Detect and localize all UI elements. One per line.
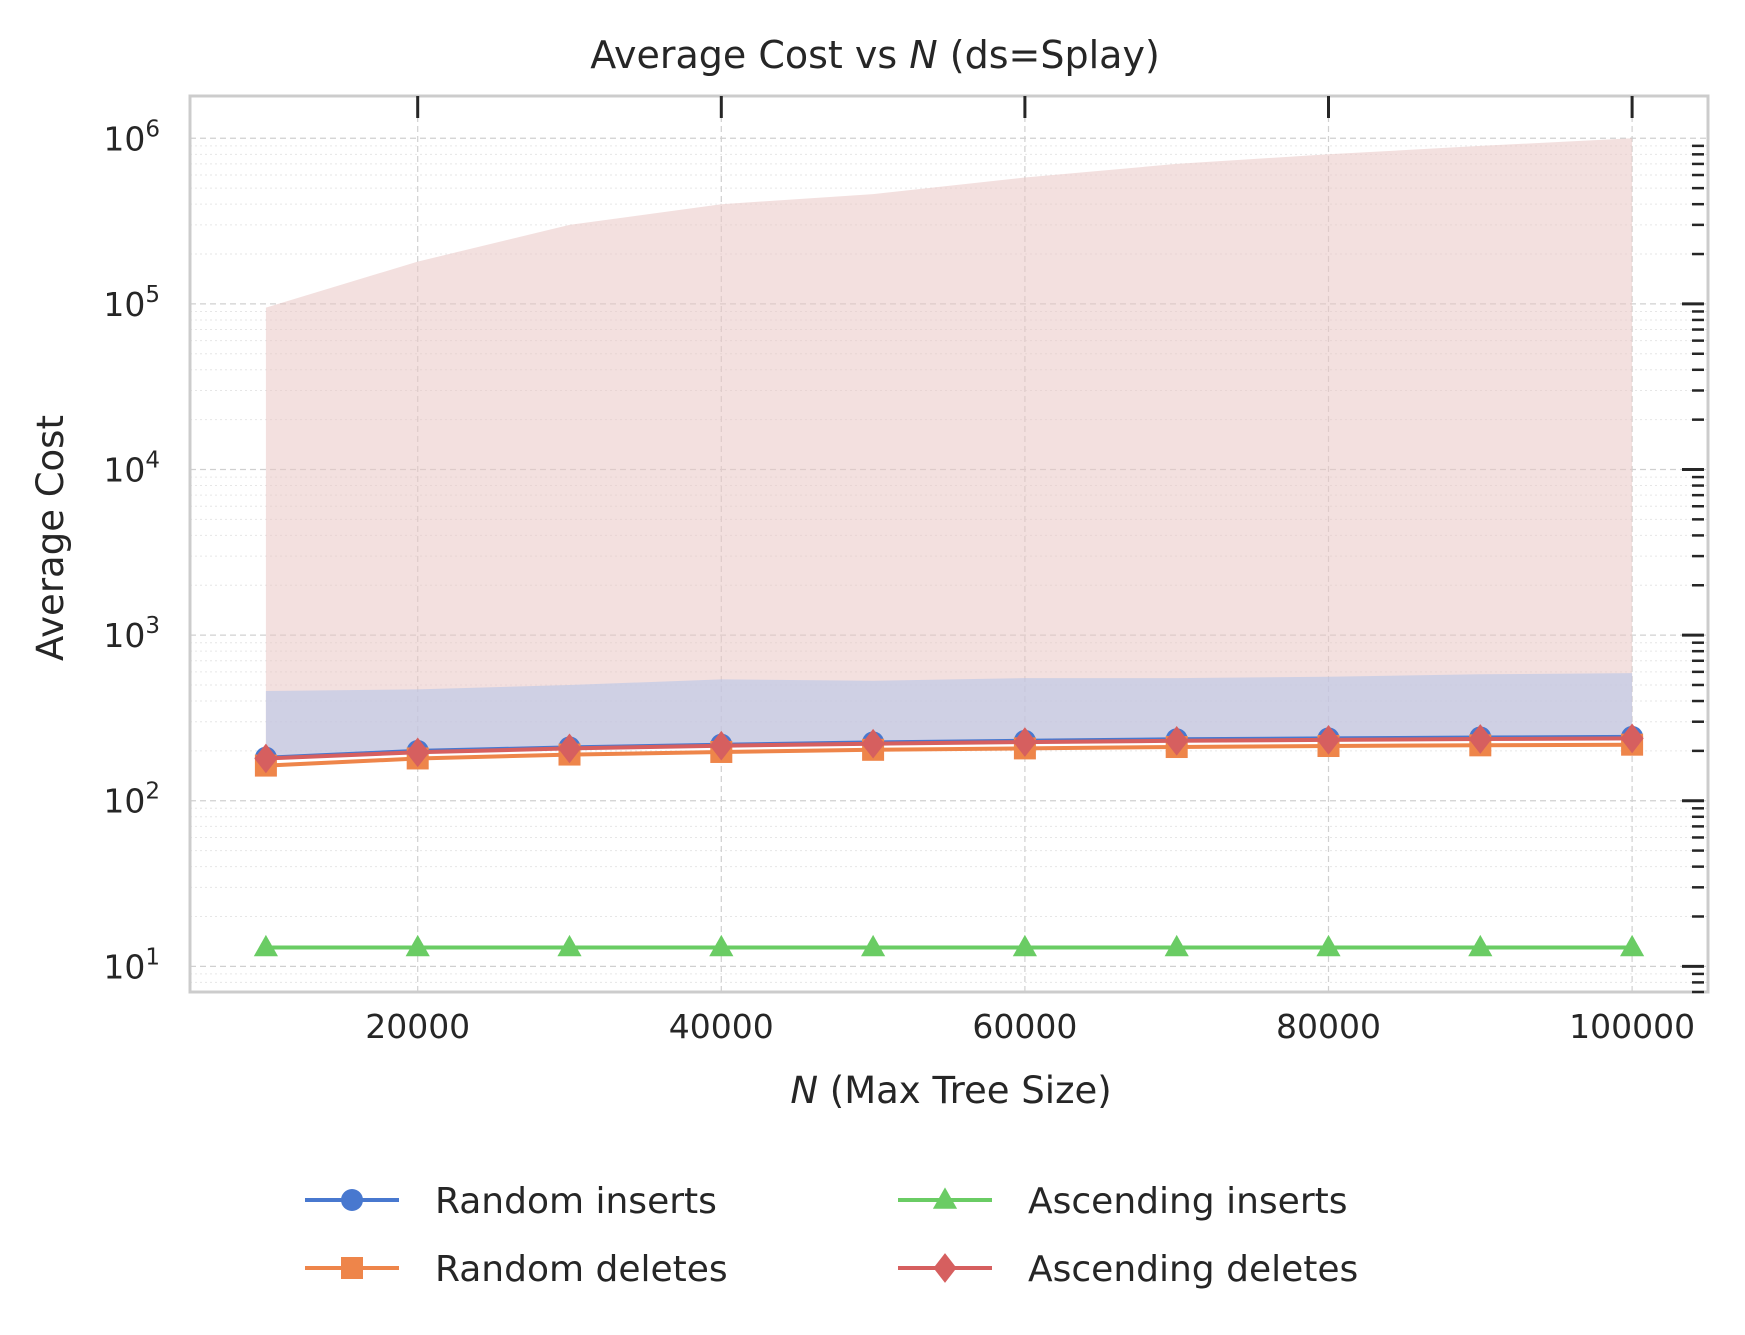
- data-point-ascending-deletes: [254, 743, 278, 774]
- data-point-ascending-inserts: [557, 934, 582, 957]
- series-line-random-deletes: [265, 742, 1633, 768]
- y-axis-label: Average Cost: [29, 415, 72, 661]
- y-tick-label: 106: [103, 116, 160, 158]
- data-point-ascending-inserts: [1164, 934, 1189, 957]
- data-point-ascending-inserts: [861, 934, 886, 957]
- x-tick-label: 40000: [669, 1007, 774, 1046]
- data-point-ascending-deletes: [1468, 724, 1492, 754]
- data-point-ascending-deletes: [1013, 727, 1037, 757]
- plot-area: 20000 40000 60000 80000 100000 101 102 103 104 10…: [103, 94, 1710, 1046]
- legend-marker-ascending-deletes: [933, 1253, 957, 1283]
- data-point-ascending-inserts: [1012, 934, 1037, 957]
- legend-marker-random-deletes: [341, 1257, 363, 1279]
- confidence-band-ascending-deletes: [265, 138, 1633, 759]
- y-tick-label: 101: [103, 944, 160, 986]
- confidence-band-random-inserts: [265, 673, 1633, 758]
- plot-frame: [188, 94, 1710, 994]
- y-tick-label: 102: [103, 779, 160, 821]
- data-point-ascending-inserts: [405, 934, 430, 957]
- data-point-ascending-inserts: [1316, 934, 1341, 957]
- data-point-ascending-deletes: [861, 728, 885, 759]
- data-point-ascending-inserts: [1468, 934, 1493, 957]
- data-point-ascending-deletes: [709, 730, 733, 761]
- legend-marker-ascending-inserts: [932, 1187, 958, 1209]
- legend: Random inserts Random deletes Ascending in…: [305, 1181, 1358, 1290]
- series-line-ascending-deletes: [265, 736, 1633, 761]
- x-tick-label: 100000: [1569, 1007, 1695, 1046]
- y-tick-label: 104: [103, 448, 160, 490]
- data-point-ascending-deletes: [406, 737, 430, 768]
- x-axis-label: N (Max Tree Size): [790, 1069, 1111, 1112]
- chart-title: Average Cost vs N (ds=Splay): [590, 33, 1160, 77]
- data-point-ascending-deletes: [557, 733, 582, 764]
- legend-label-random-inserts: Random inserts: [435, 1181, 717, 1222]
- x-tick-label: 60000: [972, 1007, 1077, 1046]
- legend-label-ascending-deletes: Ascending deletes: [1028, 1249, 1358, 1290]
- data-point-ascending-deletes: [1620, 723, 1644, 754]
- y-tick-label: 105: [103, 282, 160, 324]
- legend-label-ascending-inserts: Ascending inserts: [1028, 1181, 1348, 1222]
- data-point-ascending-inserts: [709, 934, 734, 957]
- data-point-ascending-inserts: [253, 934, 278, 957]
- data-point-ascending-deletes: [1316, 725, 1341, 755]
- legend-label-random-deletes: Random deletes: [435, 1249, 728, 1290]
- data-point-ascending-inserts: [1620, 934, 1645, 957]
- x-tick-label: 80000: [1276, 1007, 1381, 1046]
- data-point-ascending-deletes: [1165, 725, 1189, 756]
- legend-marker-random-inserts: [341, 1189, 363, 1211]
- x-tick-label: 20000: [365, 1007, 470, 1046]
- y-tick-label: 103: [103, 613, 160, 655]
